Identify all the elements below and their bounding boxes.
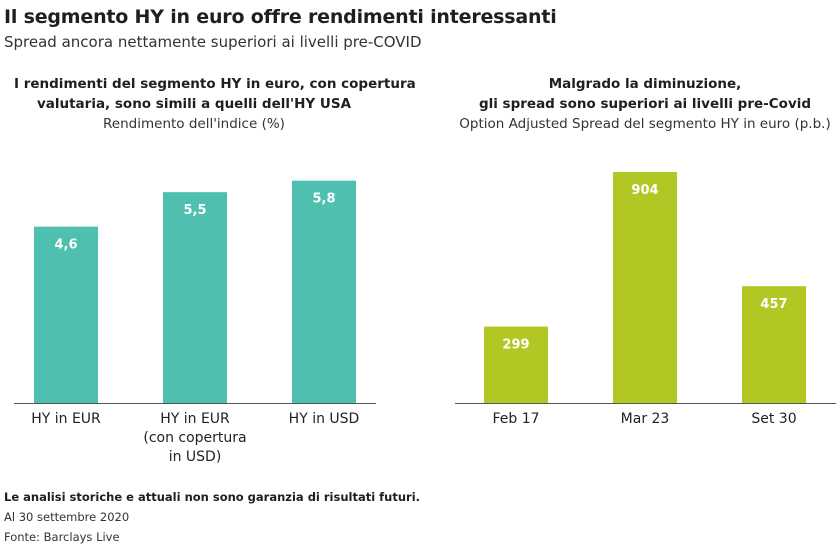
left-bar-3: [292, 180, 356, 403]
left-category-label-1: HY in EUR: [31, 411, 101, 427]
left-chart-heading: I rendimenti del segmento HY in euro, co…: [14, 74, 416, 134]
left-bar-value-label-3: 5,8: [312, 192, 335, 207]
left-bar-2: [163, 192, 227, 403]
right-category-label-1: Feb 17: [492, 411, 539, 427]
left-chart-subtitle: Rendimento dell'indice (%): [103, 116, 285, 132]
right-chart-title-line-1: Malgrado la diminuzione,: [548, 76, 742, 92]
left-bar-value-label-2: 5,5: [183, 203, 206, 218]
page-subtitle: Spread ancora nettamente superiori ai li…: [4, 33, 422, 51]
left-chart-title-line-2: valutaria, sono simili a quelli dell'HY …: [36, 96, 352, 112]
right-bar-value-label-1: 299: [502, 338, 529, 353]
left-category-label-2-line-2: (con copertura: [143, 430, 246, 446]
left-bar-1: [34, 226, 98, 403]
right-chart-heading: Malgrado la diminuzione, gli spread sono…: [455, 74, 835, 134]
right-bar-3: [742, 286, 806, 403]
footer-date: Al 30 settembre 2020: [4, 510, 130, 524]
right-bar-2: [613, 171, 677, 403]
page-title: Il segmento HY in euro offre rendimenti …: [4, 6, 557, 28]
right-bar-1: [484, 326, 548, 403]
footer-source: Fonte: Barclays Live: [4, 530, 120, 544]
left-category-label-2-line-1: HY in EUR: [160, 411, 230, 427]
right-bar-value-label-3: 457: [760, 297, 787, 312]
left-category-label-3: HY in USD: [289, 411, 360, 427]
right-chart-subtitle: Option Adjusted Spread del segmento HY i…: [459, 116, 831, 132]
left-chart-title-line-1: I rendimenti del segmento HY in euro, co…: [14, 76, 416, 92]
right-bar-value-label-2: 904: [631, 183, 658, 198]
right-category-label-2: Mar 23: [621, 411, 670, 427]
left-category-label-2-line-3: in USD): [169, 449, 222, 465]
right-category-label-3: Set 30: [751, 411, 796, 427]
left-bar-value-label-1: 4,6: [54, 238, 77, 253]
right-chart-title-line-2: gli spread sono superiori ai livelli pre…: [478, 96, 812, 112]
footer-disclaimer: Le analisi storiche e attuali non sono g…: [4, 490, 421, 504]
